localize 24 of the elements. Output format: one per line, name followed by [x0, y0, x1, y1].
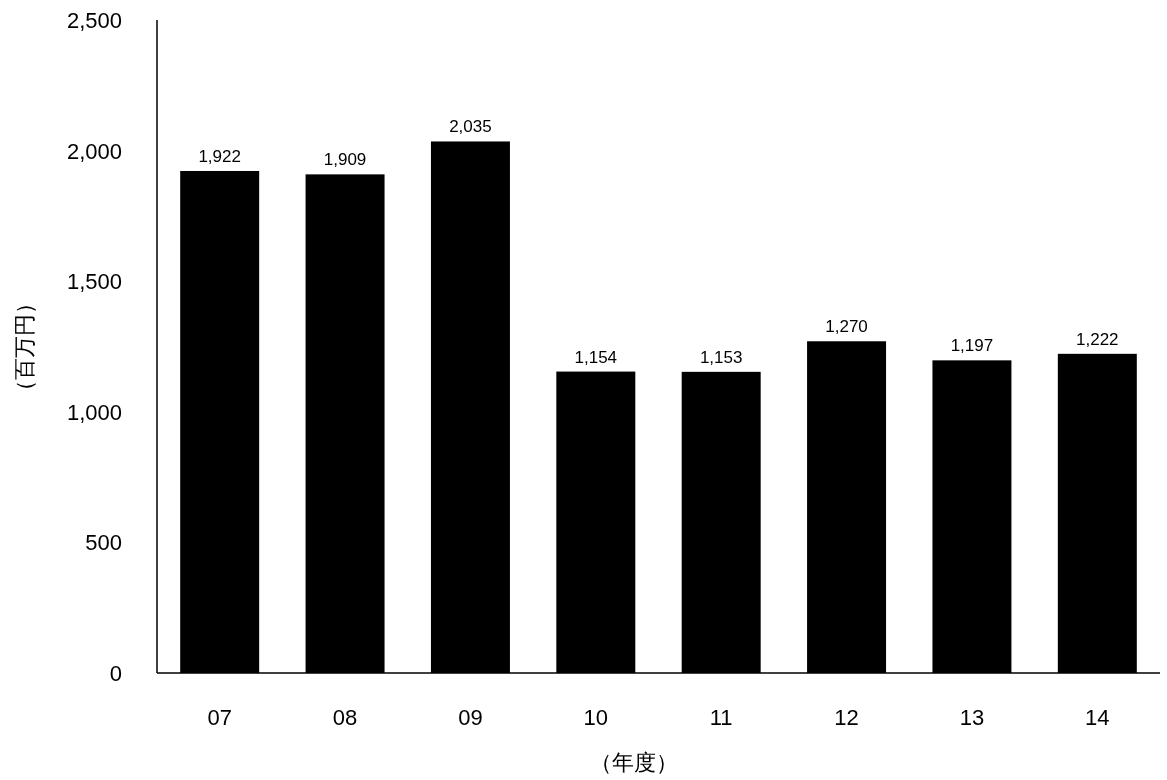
x-tick-label: 10 — [583, 705, 609, 730]
x-tick-label: 08 — [332, 705, 358, 730]
data-label: 1,154 — [574, 347, 618, 367]
x-tick-label: 14 — [1085, 705, 1110, 730]
y-tick-label: 2,500 — [66, 8, 122, 33]
x-tick-label: 09 — [458, 705, 483, 730]
x-axis-title: （年度） — [589, 750, 678, 775]
y-tick-label: 2,000 — [66, 138, 122, 164]
data-label: 1,197 — [950, 336, 994, 356]
data-label: 1,222 — [1076, 329, 1119, 349]
y-tick-label: 500 — [85, 530, 122, 556]
data-label: 1,922 — [198, 146, 241, 166]
x-tick-label: 07 — [207, 705, 232, 730]
y-axis-title: （百万円） — [12, 291, 37, 402]
data-label: 2,035 — [449, 117, 492, 137]
data-label: 1,909 — [323, 150, 367, 170]
x-tick-label: 13 — [959, 705, 985, 730]
x-tick-label: 11 — [709, 705, 733, 730]
data-label: 1,153 — [699, 347, 743, 367]
x-tick-label: 12 — [834, 705, 859, 730]
y-tick-label: 1,500 — [66, 269, 122, 295]
y-tick-label: 0 — [109, 661, 122, 686]
y-tick-label: 1,000 — [66, 399, 122, 425]
data-label: 1,270 — [825, 317, 868, 337]
